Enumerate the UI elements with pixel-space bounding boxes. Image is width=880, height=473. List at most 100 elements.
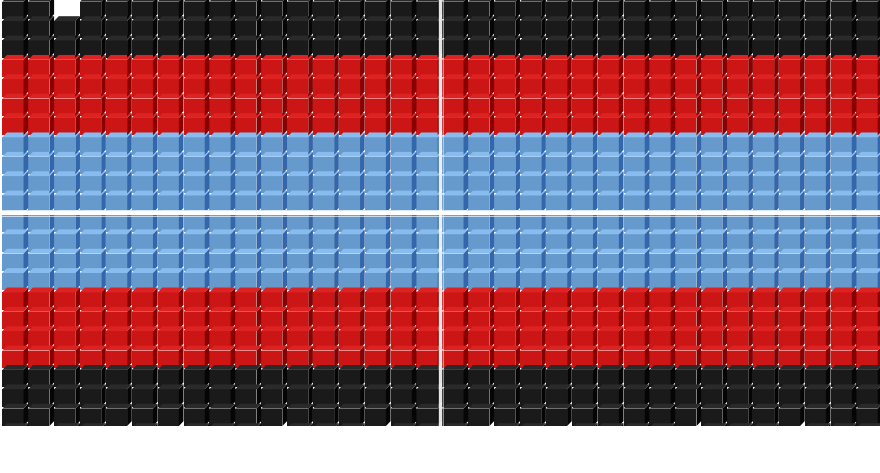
- Polygon shape: [308, 55, 313, 77]
- Bar: [3, 137, 24, 155]
- Polygon shape: [28, 94, 54, 98]
- Bar: [443, 79, 464, 96]
- Polygon shape: [774, 171, 779, 193]
- Bar: [339, 215, 360, 232]
- Polygon shape: [132, 132, 158, 137]
- Polygon shape: [28, 0, 54, 2]
- Polygon shape: [235, 113, 261, 118]
- Polygon shape: [49, 385, 54, 407]
- Polygon shape: [235, 35, 261, 41]
- Polygon shape: [184, 268, 209, 273]
- Polygon shape: [831, 152, 856, 157]
- Bar: [235, 118, 256, 135]
- Polygon shape: [412, 365, 416, 387]
- Polygon shape: [804, 268, 831, 273]
- Polygon shape: [282, 132, 287, 155]
- Bar: [701, 195, 722, 213]
- Polygon shape: [722, 326, 727, 349]
- Polygon shape: [696, 249, 701, 271]
- Polygon shape: [877, 152, 880, 174]
- Bar: [28, 234, 49, 252]
- Polygon shape: [520, 404, 546, 409]
- Polygon shape: [645, 365, 649, 387]
- Polygon shape: [54, 249, 80, 254]
- Bar: [572, 273, 593, 290]
- Polygon shape: [520, 191, 546, 195]
- Polygon shape: [106, 307, 132, 312]
- Polygon shape: [826, 113, 831, 135]
- Bar: [416, 98, 437, 116]
- Polygon shape: [412, 385, 416, 407]
- Bar: [494, 312, 516, 329]
- Polygon shape: [826, 443, 831, 465]
- Bar: [28, 79, 49, 96]
- Polygon shape: [464, 16, 468, 38]
- Polygon shape: [313, 74, 339, 79]
- Polygon shape: [877, 55, 880, 77]
- Bar: [572, 447, 593, 465]
- Polygon shape: [722, 307, 727, 329]
- Polygon shape: [516, 94, 520, 116]
- Bar: [391, 409, 412, 426]
- Polygon shape: [464, 35, 468, 58]
- Bar: [235, 331, 256, 349]
- Polygon shape: [831, 307, 856, 312]
- Polygon shape: [593, 113, 598, 135]
- Bar: [364, 273, 386, 290]
- Polygon shape: [308, 268, 313, 290]
- Bar: [572, 350, 593, 368]
- Bar: [391, 428, 412, 446]
- Bar: [313, 195, 334, 213]
- Polygon shape: [645, 132, 649, 155]
- Polygon shape: [54, 94, 80, 98]
- Polygon shape: [831, 229, 856, 234]
- Polygon shape: [598, 249, 624, 254]
- Polygon shape: [334, 365, 339, 387]
- Bar: [675, 331, 696, 349]
- Polygon shape: [231, 288, 235, 310]
- Polygon shape: [516, 288, 520, 310]
- Polygon shape: [256, 0, 261, 19]
- Polygon shape: [748, 326, 753, 349]
- Polygon shape: [28, 191, 54, 195]
- Polygon shape: [856, 16, 880, 21]
- Polygon shape: [464, 132, 468, 155]
- Polygon shape: [106, 55, 132, 60]
- Bar: [313, 234, 334, 252]
- Polygon shape: [205, 132, 209, 155]
- Polygon shape: [624, 113, 649, 118]
- Polygon shape: [753, 113, 779, 118]
- Polygon shape: [701, 0, 727, 2]
- Polygon shape: [671, 152, 675, 174]
- Polygon shape: [101, 385, 106, 407]
- Polygon shape: [675, 326, 701, 331]
- Polygon shape: [437, 423, 443, 446]
- Bar: [339, 467, 360, 473]
- Polygon shape: [127, 191, 132, 213]
- Bar: [753, 215, 774, 232]
- Polygon shape: [489, 288, 494, 310]
- Polygon shape: [282, 229, 287, 252]
- Polygon shape: [831, 132, 856, 137]
- Polygon shape: [804, 423, 831, 428]
- Polygon shape: [852, 74, 856, 96]
- Polygon shape: [80, 74, 106, 79]
- Polygon shape: [179, 113, 184, 135]
- Polygon shape: [826, 132, 831, 155]
- Bar: [132, 447, 153, 465]
- Polygon shape: [261, 365, 287, 370]
- Bar: [184, 234, 205, 252]
- Bar: [779, 312, 800, 329]
- Polygon shape: [753, 74, 779, 79]
- Polygon shape: [877, 35, 880, 58]
- Polygon shape: [567, 55, 572, 77]
- Bar: [132, 137, 153, 155]
- Polygon shape: [572, 171, 598, 176]
- Bar: [624, 447, 645, 465]
- Polygon shape: [261, 249, 287, 254]
- Bar: [28, 215, 49, 232]
- Bar: [184, 79, 205, 96]
- Polygon shape: [209, 249, 235, 254]
- Bar: [701, 157, 722, 174]
- Polygon shape: [412, 171, 416, 193]
